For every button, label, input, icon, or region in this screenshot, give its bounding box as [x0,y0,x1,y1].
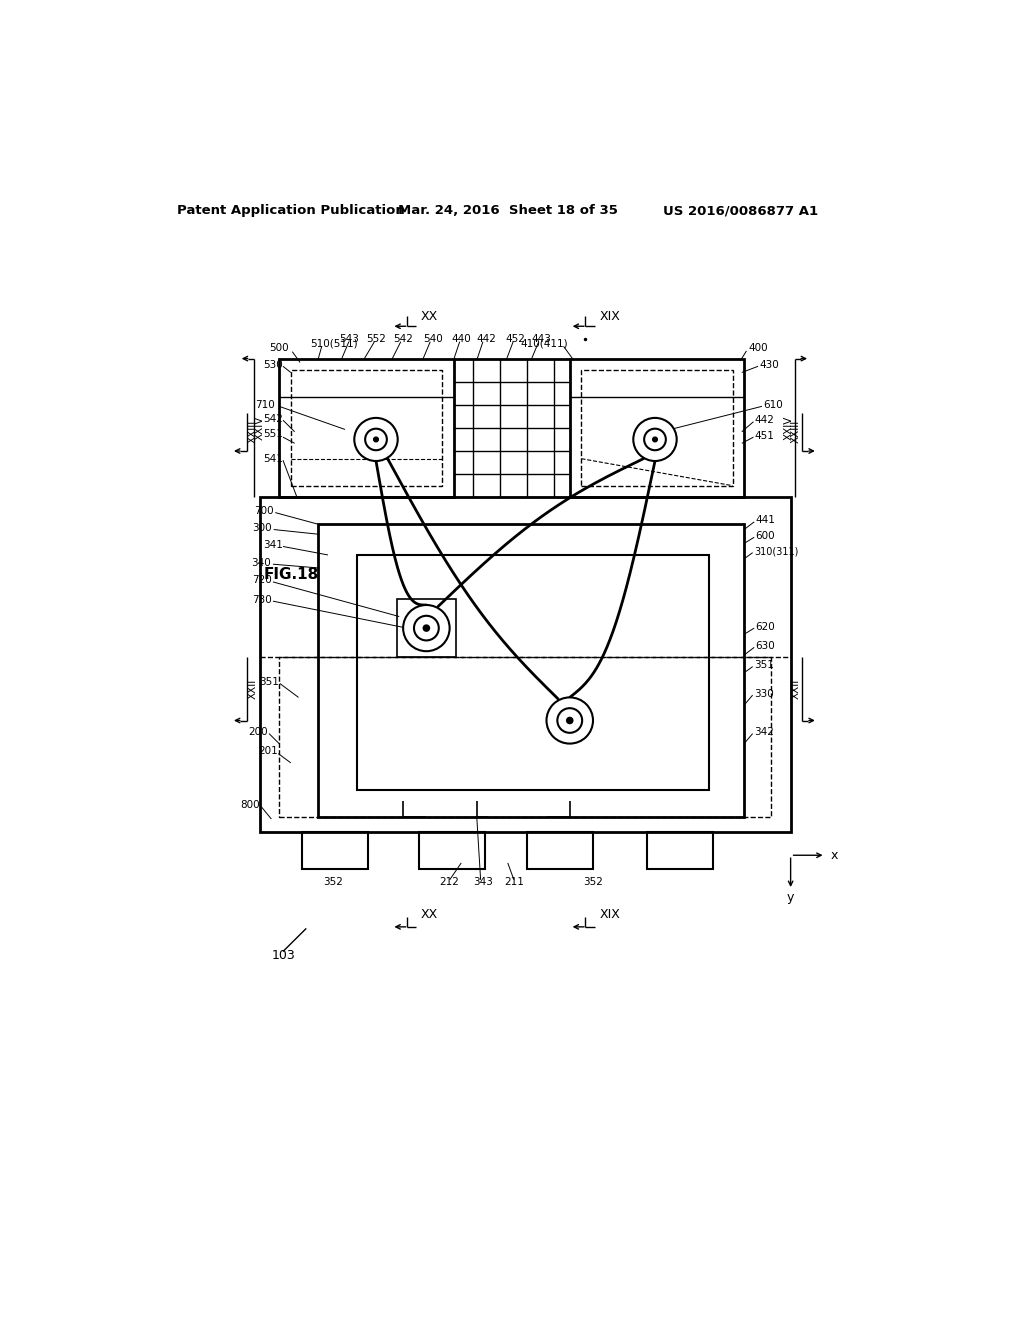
Text: XIX: XIX [599,908,621,921]
Text: 211: 211 [504,878,524,887]
Text: 352: 352 [583,878,603,887]
Text: 600: 600 [756,531,775,541]
Text: XXIII: XXIII [792,420,801,444]
Text: US 2016/0086877 A1: US 2016/0086877 A1 [663,205,818,218]
Text: XIX: XIX [599,310,621,323]
Bar [356,554,710,789]
Text: y: y [786,891,795,904]
Text: 201: 201 [258,746,278,756]
Circle shape [633,418,677,461]
Text: 542: 542 [393,334,413,343]
Bar [582,370,732,486]
Circle shape [414,615,438,640]
Bar [569,359,744,498]
Text: 542: 542 [263,413,283,424]
Text: 330: 330 [755,689,774,698]
Text: 442: 442 [755,416,774,425]
Text: 540: 540 [423,334,442,343]
Text: XXII: XXII [792,678,801,700]
Text: 720: 720 [252,576,271,585]
Text: 552: 552 [366,334,386,343]
Text: 443: 443 [531,334,551,343]
Text: 300: 300 [252,523,271,533]
Circle shape [652,437,657,442]
Bar [397,599,456,657]
Text: XXIII: XXIII [248,420,258,444]
Text: 343: 343 [473,878,493,887]
Text: 451: 451 [755,430,774,441]
Text: 410(411): 410(411) [520,338,568,348]
Text: 452: 452 [506,334,525,343]
Text: 800: 800 [240,800,260,810]
Text: 541: 541 [263,454,283,463]
Text: 730: 730 [252,594,271,605]
Text: 442: 442 [476,334,496,343]
Bar [317,524,744,817]
Bar [419,832,484,869]
Circle shape [557,708,583,733]
Text: Mar. 24, 2016  Sheet 18 of 35: Mar. 24, 2016 Sheet 18 of 35 [397,205,617,218]
Bar [280,359,454,498]
Circle shape [354,418,397,461]
Text: 440: 440 [452,334,471,343]
Text: 200: 200 [248,727,267,737]
Circle shape [403,605,450,651]
Text: XXIV: XXIV [783,416,794,440]
Text: 400: 400 [748,343,768,352]
Text: 543: 543 [339,334,358,343]
Text: 430: 430 [760,360,779,370]
Circle shape [644,429,666,450]
Text: 351: 351 [259,677,280,686]
Text: 341: 341 [263,540,283,550]
Text: XXII: XXII [248,678,258,700]
Bar [260,498,791,832]
Text: 620: 620 [756,622,775,631]
Text: 610: 610 [764,400,783,409]
Text: XX: XX [421,310,438,323]
Circle shape [374,437,378,442]
Text: x: x [830,849,839,862]
Text: 342: 342 [755,727,774,737]
Text: 630: 630 [756,640,775,651]
Bar [280,657,771,817]
Text: XXIV: XXIV [255,416,265,440]
Text: 551: 551 [263,429,283,440]
Text: XX: XX [421,908,438,921]
Text: 500: 500 [269,343,289,352]
Text: 530: 530 [263,360,283,370]
Text: 351: 351 [755,660,774,671]
Text: Patent Application Publication: Patent Application Publication [177,205,404,218]
Text: FIG.18: FIG.18 [263,566,318,582]
Bar [527,832,593,869]
Bar [291,370,442,486]
Text: 510(511): 510(511) [310,338,357,348]
Circle shape [566,718,572,723]
Circle shape [547,697,593,743]
Text: 441: 441 [756,515,775,525]
Text: 212: 212 [439,878,460,887]
Bar [302,832,369,869]
Text: 103: 103 [271,949,295,962]
Text: 340: 340 [252,557,271,568]
Text: 352: 352 [324,878,343,887]
Circle shape [366,429,387,450]
Text: 700: 700 [254,506,273,516]
Circle shape [423,626,429,631]
Text: 710: 710 [256,400,275,409]
Text: 310(311): 310(311) [755,546,799,556]
Bar [647,832,713,869]
